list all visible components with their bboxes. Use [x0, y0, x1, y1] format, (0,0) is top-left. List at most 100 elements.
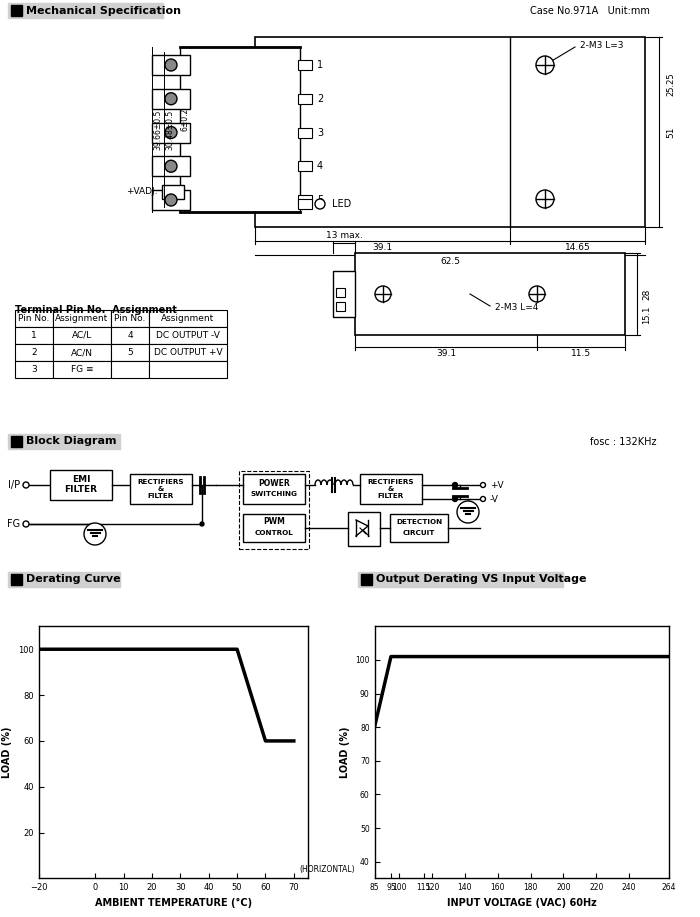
- Text: Assignment: Assignment: [55, 314, 108, 323]
- Bar: [53, 361, 111, 378]
- Circle shape: [23, 521, 29, 527]
- Text: DC OUTPUT +V: DC OUTPUT +V: [154, 348, 223, 357]
- Text: 3: 3: [317, 127, 323, 138]
- Bar: [111, 310, 149, 327]
- Bar: [298, 199, 312, 209]
- Text: AC/L: AC/L: [72, 331, 92, 340]
- Text: 13 max.: 13 max.: [326, 231, 363, 240]
- Circle shape: [536, 56, 554, 74]
- Text: &: &: [158, 486, 164, 492]
- Text: (HORIZONTAL): (HORIZONTAL): [300, 865, 355, 874]
- Text: 5: 5: [127, 348, 133, 357]
- Text: Pin No.: Pin No.: [114, 314, 146, 323]
- Bar: [298, 60, 312, 70]
- Text: 4: 4: [317, 161, 323, 171]
- Text: Block Diagram: Block Diagram: [25, 436, 116, 447]
- Text: LED: LED: [332, 199, 351, 209]
- Bar: [130, 474, 192, 504]
- Bar: [53, 310, 111, 327]
- Bar: [361, 574, 372, 585]
- Text: Assignment: Assignment: [162, 314, 215, 323]
- Bar: [149, 310, 227, 327]
- Text: 1: 1: [31, 331, 37, 340]
- Circle shape: [165, 160, 177, 172]
- Bar: [298, 127, 312, 138]
- Bar: [360, 474, 422, 504]
- Bar: [15, 327, 53, 344]
- Bar: [152, 123, 190, 142]
- Bar: [255, 37, 645, 227]
- Bar: [336, 288, 345, 297]
- Bar: [355, 253, 625, 335]
- Circle shape: [452, 482, 458, 488]
- Text: Pin No.: Pin No.: [18, 314, 50, 323]
- Text: DC OUTPUT -V: DC OUTPUT -V: [156, 331, 220, 340]
- Text: 3: 3: [31, 365, 37, 374]
- Text: FILTER: FILTER: [378, 493, 404, 499]
- Bar: [152, 55, 190, 75]
- Text: 2: 2: [317, 94, 323, 104]
- Text: +V: +V: [490, 481, 503, 490]
- Text: DETECTION: DETECTION: [396, 519, 442, 525]
- Text: CONTROL: CONTROL: [255, 530, 293, 536]
- Bar: [152, 89, 190, 109]
- Text: +VADJ.: +VADJ.: [127, 187, 158, 196]
- Circle shape: [480, 496, 486, 502]
- Bar: [149, 327, 227, 344]
- Circle shape: [536, 190, 554, 208]
- Text: 14.65: 14.65: [565, 244, 590, 252]
- Text: RECTIFIERS: RECTIFIERS: [368, 479, 414, 485]
- Bar: [152, 156, 190, 176]
- Bar: [298, 94, 312, 104]
- Text: POWER: POWER: [258, 479, 290, 488]
- Bar: [11, 6, 22, 16]
- Bar: [333, 271, 355, 317]
- Text: FG: FG: [7, 519, 20, 529]
- Text: 11.5: 11.5: [571, 349, 591, 359]
- Text: &: &: [388, 486, 394, 492]
- Text: 51: 51: [666, 127, 676, 138]
- Text: 39.1: 39.1: [372, 244, 393, 252]
- Circle shape: [23, 482, 29, 488]
- Circle shape: [84, 523, 106, 545]
- Bar: [149, 361, 227, 378]
- Circle shape: [165, 194, 177, 206]
- Text: 1: 1: [317, 60, 323, 70]
- Y-axis label: LOAD (%): LOAD (%): [2, 726, 13, 779]
- Text: 5: 5: [317, 195, 323, 205]
- Bar: [149, 344, 227, 361]
- Text: 4: 4: [127, 331, 133, 340]
- Text: 25.25: 25.25: [666, 72, 676, 96]
- Text: 28: 28: [643, 288, 652, 300]
- X-axis label: AMBIENT TEMPERATURE (°C): AMBIENT TEMPERATURE (°C): [94, 898, 252, 908]
- Bar: [11, 574, 22, 585]
- Bar: [11, 436, 22, 447]
- Bar: [180, 47, 300, 212]
- Circle shape: [165, 59, 177, 71]
- X-axis label: INPUT VOLTAGE (VAC) 60Hz: INPUT VOLTAGE (VAC) 60Hz: [447, 898, 596, 908]
- Bar: [298, 195, 312, 205]
- Bar: [348, 512, 380, 546]
- Circle shape: [165, 93, 177, 105]
- Circle shape: [375, 286, 391, 302]
- Text: 2: 2: [32, 348, 37, 357]
- Circle shape: [480, 482, 486, 488]
- Bar: [243, 474, 305, 504]
- Text: PWM: PWM: [263, 517, 285, 526]
- Text: Derating Curve: Derating Curve: [25, 574, 120, 584]
- Bar: [358, 572, 563, 587]
- Text: 62.5: 62.5: [440, 257, 460, 266]
- Bar: [8, 572, 120, 587]
- Text: FILTER: FILTER: [148, 493, 174, 499]
- Bar: [53, 327, 111, 344]
- Circle shape: [452, 496, 458, 502]
- Bar: [239, 471, 309, 549]
- Text: AC/N: AC/N: [71, 348, 93, 357]
- Bar: [111, 344, 149, 361]
- Text: Case No.971A   Unit:mm: Case No.971A Unit:mm: [530, 6, 650, 16]
- Circle shape: [529, 286, 545, 302]
- Text: 39.1: 39.1: [436, 349, 456, 359]
- Bar: [15, 361, 53, 378]
- Bar: [8, 3, 163, 18]
- Text: Output Derating VS Input Voltage: Output Derating VS Input Voltage: [375, 574, 586, 584]
